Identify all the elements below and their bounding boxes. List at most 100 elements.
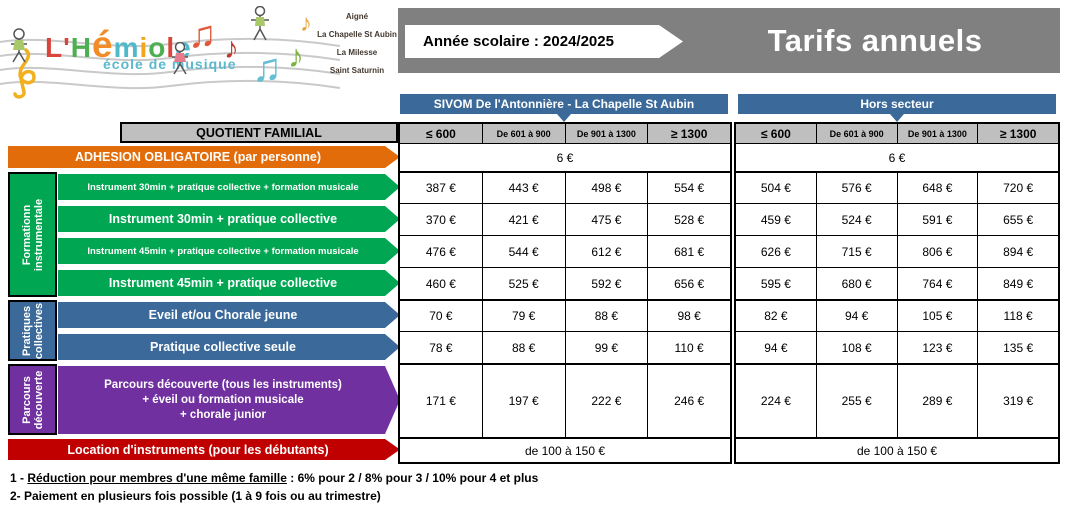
row-label-adhesion: ADHESION OBLIGATOIRE (par personne)	[8, 146, 400, 168]
quotient-familial-header: QUOTIENT FAMILIAL	[120, 122, 398, 143]
town-list: Aigné La Chapelle St Aubin La Milesse Sa…	[314, 12, 400, 84]
price-cell: 222 €	[564, 365, 648, 437]
row-label-pratique-seule: Pratique collective seule	[58, 334, 400, 360]
price-cell: 94 €	[815, 301, 897, 331]
price-cell: 680 €	[815, 268, 897, 299]
music-note-icon: ♪	[224, 32, 239, 65]
price-cell: 576 €	[815, 173, 897, 203]
music-note-icon: ♪	[300, 10, 312, 37]
price-cell: 255 €	[815, 365, 897, 437]
footnote-reduction: 1 - Réduction pour membres d'une même fa…	[10, 471, 539, 485]
logo-letter: é	[92, 24, 114, 65]
price-cell: 655 €	[977, 204, 1058, 235]
price-table-hors-secteur: ≤ 600 De 601 à 900 De 901 à 1300 ≥ 1300 …	[734, 122, 1060, 464]
price-cell: 528 €	[647, 204, 730, 235]
price-cell: 612 €	[564, 236, 648, 267]
price-cell: 82 €	[764, 309, 788, 323]
price-cell: 79 €	[481, 301, 565, 331]
price-cell: 88 €	[481, 332, 565, 363]
table-row: 370 € 421 € 475 € 528 €	[400, 203, 730, 235]
town-item: Aigné	[345, 12, 369, 21]
page-title: Tarifs annuels	[767, 22, 983, 58]
price-cell: 110 €	[647, 332, 730, 363]
price-cell: 94 €	[764, 340, 788, 355]
table-row: de 100 à 150 €	[400, 437, 730, 462]
row-label-parcours-decouverte: Parcours découverte (tous les instrument…	[58, 366, 400, 434]
price-cell: 894 €	[977, 236, 1058, 267]
price-cell: 476 €	[425, 244, 456, 259]
row-label-instrument-45: Instrument 45min + pratique collective	[58, 270, 400, 296]
price-cell: 764 €	[896, 268, 978, 299]
price-cell: 715 €	[815, 236, 897, 267]
column-header-row: ≤ 600 De 601 à 900 De 901 à 1300 ≥ 1300	[736, 124, 1058, 143]
row-label-eveil-chorale: Eveil et/ou Chorale jeune	[58, 302, 400, 328]
table-row: 171 € 197 € 222 € 246 €	[400, 363, 730, 437]
price-cell: 720 €	[977, 173, 1058, 203]
col-header-cell: ≤ 600	[736, 124, 816, 143]
col-header-cell: De 601 à 900	[815, 124, 897, 143]
price-cell: 6 €	[556, 150, 574, 165]
price-cell: 289 €	[896, 365, 978, 437]
table-row: de 100 à 150 €	[736, 437, 1058, 462]
price-cell: 525 €	[481, 268, 565, 299]
price-cell: 626 €	[760, 244, 791, 259]
price-cell: 421 €	[481, 204, 565, 235]
price-cell: 88 €	[564, 301, 648, 331]
table-row: 460 € 525 € 592 € 656 €	[400, 267, 730, 299]
section-label: Parcours découverte	[20, 370, 45, 429]
logo: L'Hémiole école de musique ♫ ♪ ♫ ♪ ♪	[0, 0, 398, 100]
music-note-icon: ♫	[188, 14, 217, 56]
price-cell: 98 €	[647, 301, 730, 331]
child-figure-icon	[251, 6, 269, 41]
price-cell: 459 €	[760, 212, 791, 227]
price-cell: 592 €	[564, 268, 648, 299]
table-row: 70 € 79 € 88 € 98 €	[400, 299, 730, 331]
price-cell: 595 €	[760, 276, 791, 291]
section-label: Formationn instrumentale	[20, 198, 45, 271]
price-cell: 524 €	[815, 204, 897, 235]
price-cell: 443 €	[481, 173, 565, 203]
price-table-sivom: ≤ 600 De 601 à 900 De 901 à 1300 ≥ 1300 …	[398, 122, 732, 464]
col-header-cell: ≥ 1300	[647, 124, 730, 143]
price-cell: 554 €	[647, 173, 730, 203]
price-cell: 78 €	[429, 340, 453, 355]
logo-letter: i	[139, 32, 149, 63]
table-row: 626 € 715 € 806 € 894 €	[736, 235, 1058, 267]
price-cell: 123 €	[896, 332, 978, 363]
price-cell: 6 €	[888, 150, 906, 165]
table-row: 504 € 576 € 648 € 720 €	[736, 171, 1058, 203]
music-note-icon: ♪	[288, 38, 304, 74]
title-banner: Année scolaire : 2024/2025 Tarifs annuel…	[398, 8, 1060, 73]
row-label-instrument-45-fm: Instrument 45min + pratique collective +…	[58, 238, 400, 264]
town-item: Saint Saturnin	[329, 66, 385, 75]
column-header-row: ≤ 600 De 601 à 900 De 901 à 1300 ≥ 1300	[400, 124, 730, 143]
school-year-label: Année scolaire : 2024/2025	[423, 33, 614, 50]
price-cell: 370 €	[425, 212, 456, 227]
section-strip-formation-instrumentale: Formationn instrumentale	[8, 172, 57, 297]
row-label-location-instruments: Location d'instruments (pour les débutan…	[8, 439, 400, 460]
price-cell: 591 €	[896, 204, 978, 235]
col-header-cell: De 901 à 1300	[564, 124, 648, 143]
col-header-cell: ≥ 1300	[977, 124, 1058, 143]
table-row: 6 €	[736, 143, 1058, 171]
logo-title: L'Hémiole	[45, 24, 192, 66]
price-cell: 171 €	[425, 394, 456, 408]
price-cell: 319 €	[977, 365, 1058, 437]
child-figure-icon	[11, 28, 27, 63]
price-cell: 544 €	[481, 236, 565, 267]
section-strip-pratiques-collectives: Pratiques collectives	[8, 300, 57, 361]
price-cell: de 100 à 150 €	[856, 443, 938, 458]
table-row: 387 € 443 € 498 € 554 €	[400, 171, 730, 203]
col-header-cell: De 601 à 900	[481, 124, 565, 143]
music-note-icon: ♫	[252, 46, 282, 90]
price-cell: 387 €	[425, 181, 456, 195]
col-header-cell: De 901 à 1300	[896, 124, 978, 143]
section-label: Pratiques collectives	[20, 302, 45, 359]
table-row: 595 € 680 € 764 € 849 €	[736, 267, 1058, 299]
logo-letter: m	[113, 32, 140, 63]
price-cell: 108 €	[815, 332, 897, 363]
price-cell: 224 €	[760, 394, 791, 408]
down-arrow-icon	[557, 114, 571, 122]
table-row: 476 € 544 € 612 € 681 €	[400, 235, 730, 267]
